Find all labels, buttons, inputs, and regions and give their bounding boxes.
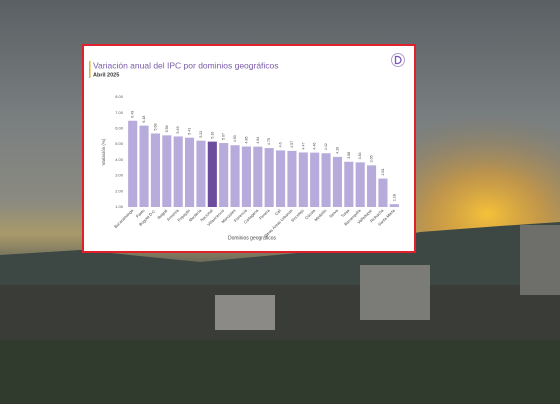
trees: [0, 340, 560, 404]
building: [520, 225, 560, 295]
bar: [207, 141, 217, 207]
bar: [367, 165, 377, 207]
title-accent: [89, 61, 91, 78]
value-label: 4.84: [256, 137, 260, 144]
bar: [139, 125, 149, 207]
y-tick-label: 1.00: [115, 204, 124, 209]
bar: [378, 178, 388, 207]
x-tick-label: Cali: [274, 208, 282, 216]
bar: [253, 146, 263, 207]
y-tick-label: 8.00: [115, 94, 124, 99]
y-tick-label: 5.00: [115, 141, 124, 146]
bar: [128, 120, 138, 207]
bar: [321, 153, 331, 207]
bar: [150, 133, 160, 207]
value-label: 2.81: [381, 169, 385, 176]
value-label: 4.57: [290, 141, 294, 148]
y-tick-label: 3.00: [115, 173, 124, 178]
value-label: 4.46: [313, 143, 317, 150]
value-label: 3.84: [358, 152, 362, 159]
bar: [219, 143, 229, 207]
bar: [332, 156, 342, 207]
value-label: 5.56: [165, 125, 169, 132]
building: [215, 295, 275, 330]
chart-title: Variación anual del IPC por dominios geo…: [93, 60, 279, 70]
value-label: 6.49: [131, 111, 135, 118]
y-tick-label: 2.00: [115, 188, 124, 193]
bar: [173, 136, 183, 207]
bar: [344, 161, 354, 207]
value-label: 5.22: [199, 131, 203, 138]
building: [360, 265, 430, 320]
bar: [389, 204, 399, 207]
value-label: 4.47: [301, 142, 305, 149]
bar: [355, 162, 365, 207]
bar: [230, 145, 240, 207]
bar: [162, 135, 172, 207]
x-axis-label: Dominios geográficos: [228, 235, 277, 241]
value-label: 4.19: [335, 147, 339, 154]
y-tick-label: 7.00: [115, 110, 124, 115]
x-tick-label: Neiva: [328, 207, 339, 218]
bar: [310, 152, 320, 207]
value-label: 4.85: [244, 137, 248, 144]
bar: [196, 140, 206, 207]
logo: [391, 53, 405, 67]
value-label: 6.18: [142, 116, 146, 123]
value-label: 4.42: [324, 143, 328, 150]
value-label: 4.75: [267, 138, 271, 145]
value-label: 3.88: [347, 152, 351, 159]
value-label: 5.16: [210, 132, 214, 139]
y-tick-label: 4.00: [115, 157, 124, 162]
chart-subtitle: Abril 2025: [93, 72, 119, 78]
value-label: 5.41: [188, 128, 192, 135]
value-label: 5.68: [153, 123, 157, 130]
bar: [287, 150, 297, 207]
value-label: 5.49: [176, 126, 180, 133]
value-label: 4.93: [233, 135, 237, 142]
y-tick-label: 6.00: [115, 125, 124, 130]
value-label: 5.07: [222, 133, 226, 140]
x-tick-label: Pasto: [135, 207, 146, 218]
logo-mark: [394, 55, 402, 65]
value-label: 4.6: [279, 142, 283, 147]
y-axis-label: Variación (%): [101, 138, 106, 165]
x-tick-label: Tunja: [340, 207, 351, 218]
bar: [264, 148, 274, 207]
value-label: 3.65: [370, 155, 374, 162]
bar: [298, 152, 308, 207]
bar: [276, 150, 286, 207]
value-label: 1.18: [392, 194, 396, 201]
bar: [241, 146, 251, 207]
bar: [185, 137, 195, 207]
